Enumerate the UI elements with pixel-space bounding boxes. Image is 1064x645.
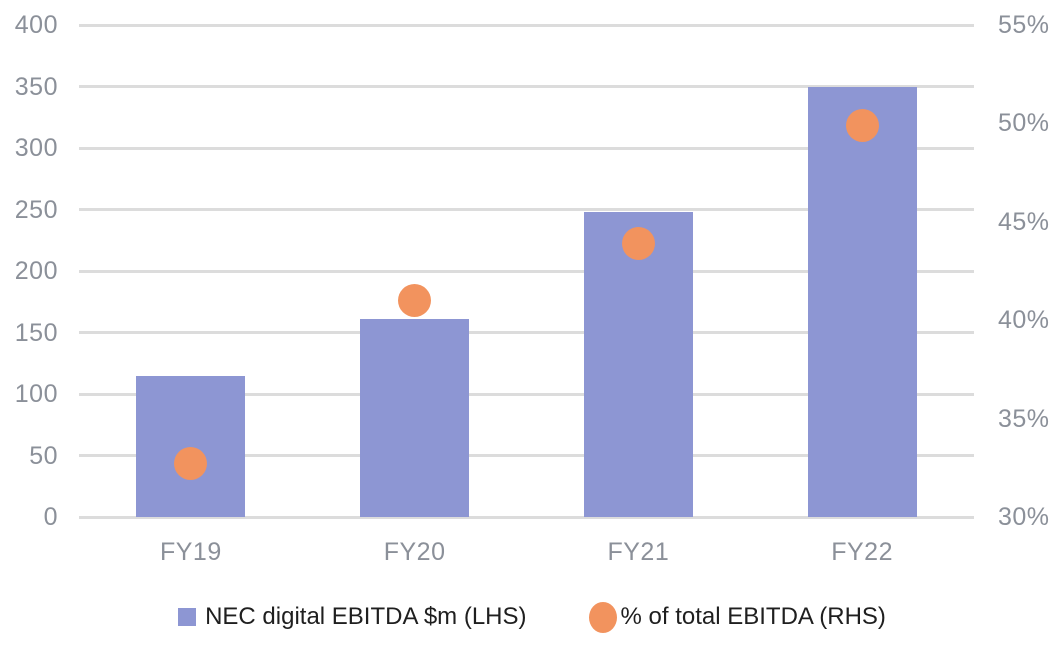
gridline (79, 208, 974, 211)
right-axis-tick-label: 35% (998, 404, 1050, 433)
plot-area (79, 23, 974, 519)
bar-fy22 (807, 86, 917, 517)
left-axis-tick-label: 200 (14, 257, 58, 285)
gridline (79, 515, 974, 519)
gridline (79, 23, 974, 27)
x-axis-label-fy20: FY20 (383, 538, 446, 566)
legend-item-bars: NEC digital EBITDA $m (LHS) (178, 603, 527, 631)
bar-fy19 (136, 375, 246, 517)
right-axis-tick-label: 45% (998, 207, 1050, 236)
right-axis-tick-label: 40% (998, 306, 1050, 335)
legend-label-dots: % of total EBITDA (RHS) (620, 603, 886, 630)
x-axis-label-fy21: FY21 (607, 538, 670, 566)
gridline (79, 146, 974, 150)
gridline (79, 85, 974, 88)
right-axis-tick-label: 50% (998, 109, 1050, 138)
right-axis-tick-label: 55% (998, 11, 1050, 39)
x-axis-label-fy19: FY19 (159, 538, 222, 566)
left-axis-tick-label: 150 (14, 318, 58, 347)
gridline (79, 454, 974, 457)
gridline (79, 331, 974, 334)
right-axis-tick-label: 30% (998, 503, 1050, 531)
legend-item-dots: % of total EBITDA (RHS) (588, 601, 886, 633)
dot-series-swatch-icon (588, 601, 617, 633)
dot-fy19 (174, 447, 208, 481)
dot-fy22 (845, 108, 879, 142)
bar-fy20 (360, 318, 470, 517)
dot-fy21 (621, 226, 655, 260)
left-axis-tick-label: 250 (14, 195, 58, 224)
left-axis-tick-label: 0 (43, 503, 58, 531)
chart-legend: NEC digital EBITDA $m (LHS) % of total E… (0, 594, 1064, 640)
dot-fy20 (398, 284, 432, 318)
left-axis-tick-label: 350 (14, 72, 58, 101)
bar-fy21 (583, 211, 693, 517)
left-axis-tick-label: 50 (29, 441, 58, 470)
gridline (79, 392, 974, 396)
left-axis-tick-label: 300 (14, 134, 58, 162)
x-axis-label-fy22: FY22 (831, 538, 893, 566)
left-axis-tick-label: 400 (14, 11, 58, 39)
bar-series-swatch-icon (178, 608, 197, 626)
legend-label-bars: NEC digital EBITDA $m (LHS) (205, 603, 527, 630)
gridline (79, 269, 974, 273)
left-axis-tick-label: 100 (14, 380, 58, 408)
